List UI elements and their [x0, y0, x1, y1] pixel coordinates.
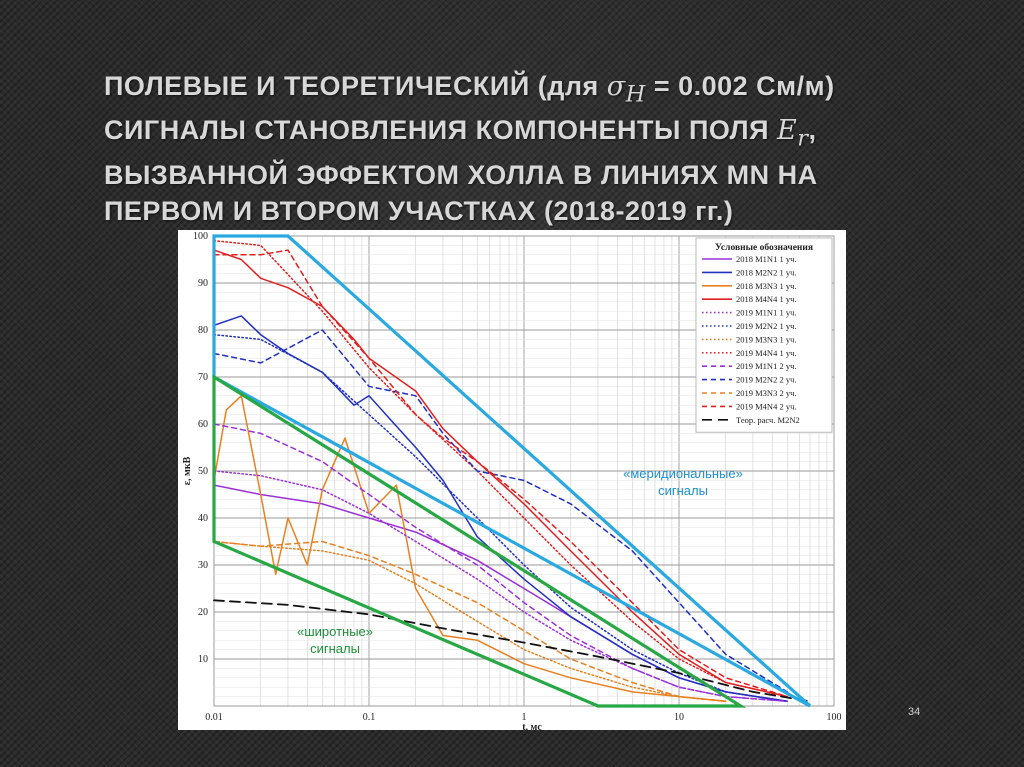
y-tick-label: 30 — [198, 560, 208, 571]
legend-label-7: 2019 M4N4 1 уч. — [736, 348, 796, 358]
legend-label-0: 2018 M1N1 1 уч. — [736, 254, 796, 264]
x-tick-label: 1 — [522, 712, 527, 723]
y-tick-label: 20 — [198, 607, 208, 618]
series-line-9 — [213, 329, 789, 693]
legend-label-5: 2019 M2N2 1 уч. — [736, 321, 796, 331]
x-tick-label: 0.1 — [363, 712, 376, 723]
y-tick-label: 80 — [198, 325, 208, 336]
y-tick-label: 60 — [198, 419, 208, 430]
grid — [213, 235, 834, 707]
x-tick-label: 10 — [674, 712, 684, 723]
legend-title: Условные обозначения — [715, 242, 813, 253]
y-tick-label: 100 — [193, 231, 208, 242]
legend-label-1: 2018 M2N2 1 уч. — [736, 267, 796, 277]
legend-label-11: 2019 M4N4 2 уч. — [736, 401, 796, 411]
series-line-4 — [213, 470, 789, 703]
y-tick-label: 50 — [198, 466, 208, 477]
series-line-12 — [213, 599, 811, 703]
legend-label-10: 2019 M3N3 2 уч. — [736, 388, 796, 398]
region-label-1-line-0: «широтные» — [297, 624, 373, 639]
title-line-2: СИГНАЛЫ СТАНОВЛЕНИЯ КОМПОНЕНТЫ ПОЛЯ Er, — [104, 115, 817, 152]
legend-frame — [695, 237, 833, 433]
region-box-1 — [212, 374, 747, 708]
series-line-3 — [213, 249, 789, 698]
series-line-8 — [213, 423, 789, 703]
series-line-5 — [213, 333, 789, 703]
legend-label-6: 2019 M3N3 1 уч. — [736, 334, 796, 344]
region-label-0-line-0: «меридиональные» — [623, 466, 743, 481]
legend-label-4: 2019 M1N1 1 уч. — [736, 308, 796, 318]
page-number: 34 — [908, 706, 921, 718]
title-line-4: ПЕРВОМ И ВТОРОМ УЧАСТКАХ (2018-2019 гг.) — [104, 195, 734, 226]
region-label-1-line-1: сигналы — [310, 641, 360, 656]
series-line-7 — [213, 239, 789, 698]
legend-label-3: 2018 M4N4 1 уч. — [736, 294, 796, 304]
series-line-2 — [213, 395, 727, 703]
legend-label-12: Теор. расч. M2N2 — [736, 415, 800, 425]
y-tick-label: 90 — [198, 278, 208, 289]
title-line-3: ВЫЗВАННОЙ ЭФФЕКТОМ ХОЛЛА В ЛИНИЯХ MN НА — [104, 159, 818, 190]
y-tick-label: 40 — [198, 513, 208, 524]
x-tick-label: 0.01 — [205, 712, 223, 723]
series-line-10 — [213, 540, 727, 703]
transient-signals-chart: 0.01 0.1 1 10 100 10 20 30 40 50 60 70 80 90 100 t, мс ε… — [182, 231, 842, 730]
title-line-1: ПОЛЕВЫЕ И ТЕОРЕТИЧЕСКИЙ (для σH = 0.002 … — [104, 71, 835, 108]
y-axis-label: ε, мкВ — [182, 456, 193, 485]
x-axis-label: t, мс — [522, 722, 542, 730]
series-line-6 — [213, 540, 727, 703]
chart-figure: 0.01 0.1 1 10 100 10 20 30 40 50 60 70 80 90 100 t, мс ε… — [178, 230, 846, 730]
x-tick-label: 100 — [827, 712, 842, 723]
region-box-0 — [212, 234, 812, 708]
series-group — [213, 239, 811, 703]
legend-label-9: 2019 M2N2 2 уч. — [736, 375, 796, 385]
legend-label-8: 2019 M1N1 2 уч. — [736, 361, 796, 371]
slide-title: ПОЛЕВЫЕ И ТЕОРЕТИЧЕСКИЙ (для σH = 0.002 … — [104, 68, 904, 229]
y-tick-label: 10 — [198, 654, 208, 665]
y-tick-label: 70 — [198, 372, 208, 383]
legend-label-2: 2018 M3N3 1 уч. — [736, 281, 796, 291]
series-line-1 — [213, 315, 789, 703]
series-line-11 — [213, 249, 789, 698]
region-label-0-line-1: сигналы — [658, 483, 708, 498]
